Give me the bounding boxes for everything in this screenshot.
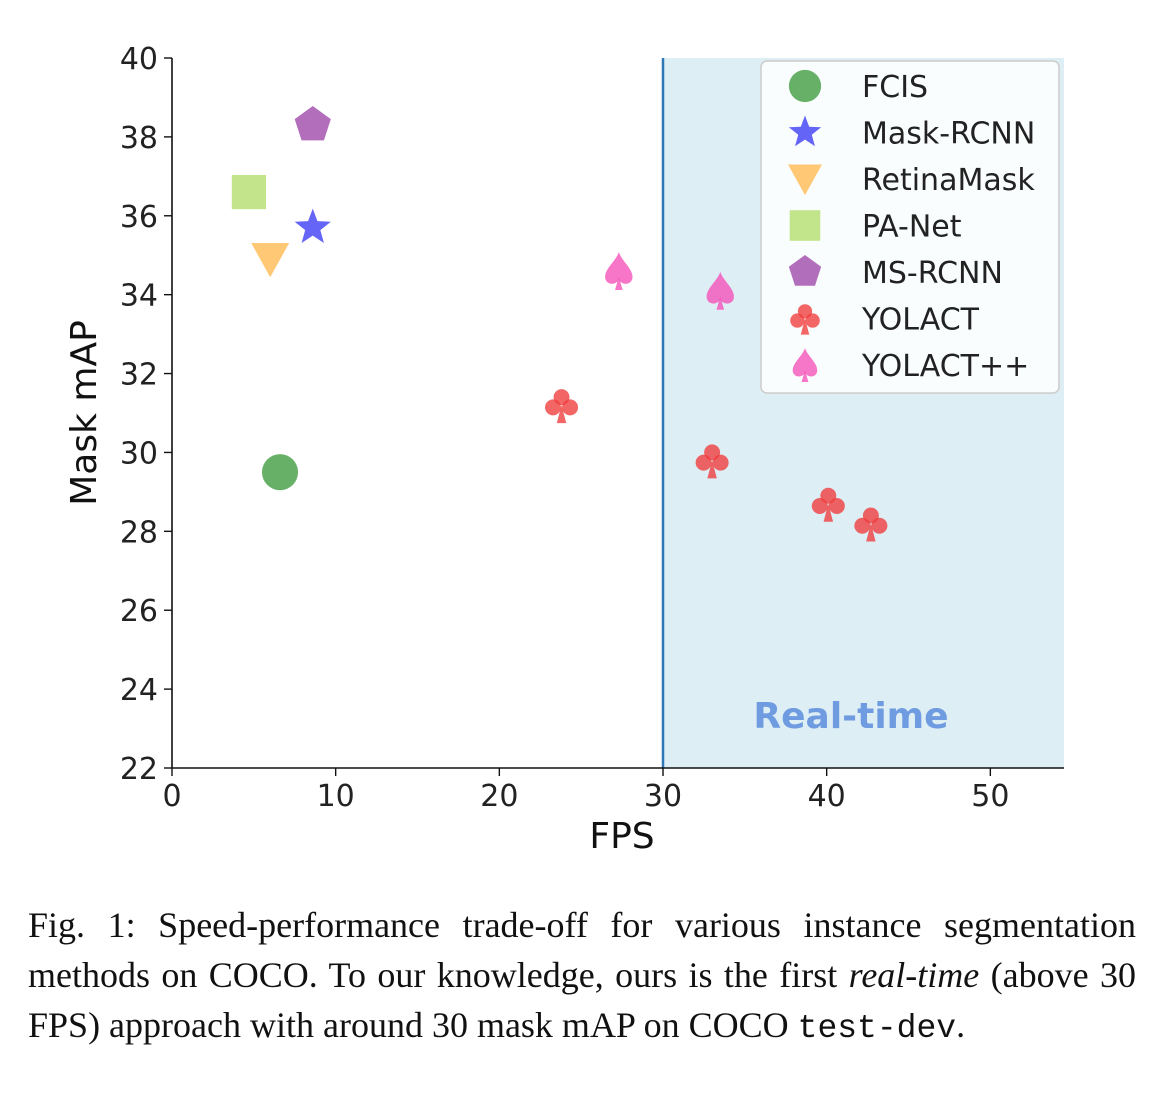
y-tick-label: 36 xyxy=(120,200,158,235)
x-tick-label: 30 xyxy=(644,779,682,814)
y-tick-label: 32 xyxy=(120,358,158,393)
legend-marker-yolact xyxy=(790,304,820,335)
legend-label-ms-rcnn: MS-RCNN xyxy=(862,256,1003,291)
x-tick-label: 50 xyxy=(971,779,1009,814)
x-tick-label: 20 xyxy=(480,779,518,814)
point-pa-net xyxy=(231,175,267,210)
legend-label-fcis: FCIS xyxy=(862,70,928,105)
legend-marker-ms-rcnn xyxy=(788,255,822,286)
y-tick-label: 30 xyxy=(120,436,158,471)
legend-marker-mask-rcnn xyxy=(788,115,822,147)
realtime-label: Real-time xyxy=(753,696,948,737)
legend-box xyxy=(760,60,1060,394)
x-tick-label: 10 xyxy=(317,779,355,814)
point-ms-rcnn xyxy=(294,106,331,141)
point-mask-rcnn xyxy=(294,208,331,243)
legend-marker-retinamask xyxy=(788,164,822,196)
point-yolact xyxy=(695,444,729,479)
y-tick-label: 24 xyxy=(120,673,158,708)
caption-code: test-dev xyxy=(797,1010,957,1047)
y-tick-label: 34 xyxy=(120,279,158,314)
figure-caption: Fig. 1: Speed-performance trade-off for … xyxy=(28,900,1136,1054)
caption-prefix: Fig. 1: Speed-performance trade-off for … xyxy=(28,905,1136,995)
point-yolactplusplus xyxy=(706,271,734,310)
y-axis-title: Mask mAP xyxy=(64,320,105,506)
point-yolact xyxy=(545,389,579,424)
point-yolact xyxy=(811,487,845,522)
y-tick-label: 26 xyxy=(120,594,158,629)
y-tick-label: 28 xyxy=(120,515,158,550)
caption-emphasis: real-time xyxy=(848,955,980,995)
y-tick-label: 40 xyxy=(120,42,158,77)
legend-label-yolactplusplus: YOLACT++ xyxy=(861,349,1029,384)
legend-label-pa-net: PA-Net xyxy=(862,210,962,245)
legend: FCIS Mask-RCNN RetinaMask PA-Net MS-RCNN YOLA… xyxy=(760,60,1060,394)
point-fcis xyxy=(261,454,299,491)
y-tick-label: 22 xyxy=(120,752,158,787)
legend-label-mask-rcnn: Mask-RCNN xyxy=(862,117,1035,152)
x-axis-title: FPS xyxy=(589,816,654,857)
point-yolactplusplus xyxy=(605,252,633,290)
legend-marker-pa-net xyxy=(789,210,821,241)
legend-label-yolact: YOLACT xyxy=(861,303,980,338)
legend-marker-fcis xyxy=(788,69,822,103)
caption-suffix: . xyxy=(956,1005,966,1045)
point-yolact xyxy=(854,507,888,542)
x-tick-label: 40 xyxy=(808,779,846,814)
x-tick-label: 0 xyxy=(162,779,181,814)
scatter-chart: Real-time 0 10 20 30 40 50 22 24 26 28 30 32 34 36 38 40… xyxy=(64,42,1064,857)
point-retinamask xyxy=(251,243,290,278)
legend-label-retinamask: RetinaMask xyxy=(862,163,1035,198)
caption-middle: (above 30 FPS) approach with around 30 m… xyxy=(28,955,1137,1045)
y-tick-label: 38 xyxy=(120,121,158,156)
legend-marker-yolactplusplus xyxy=(792,348,818,382)
